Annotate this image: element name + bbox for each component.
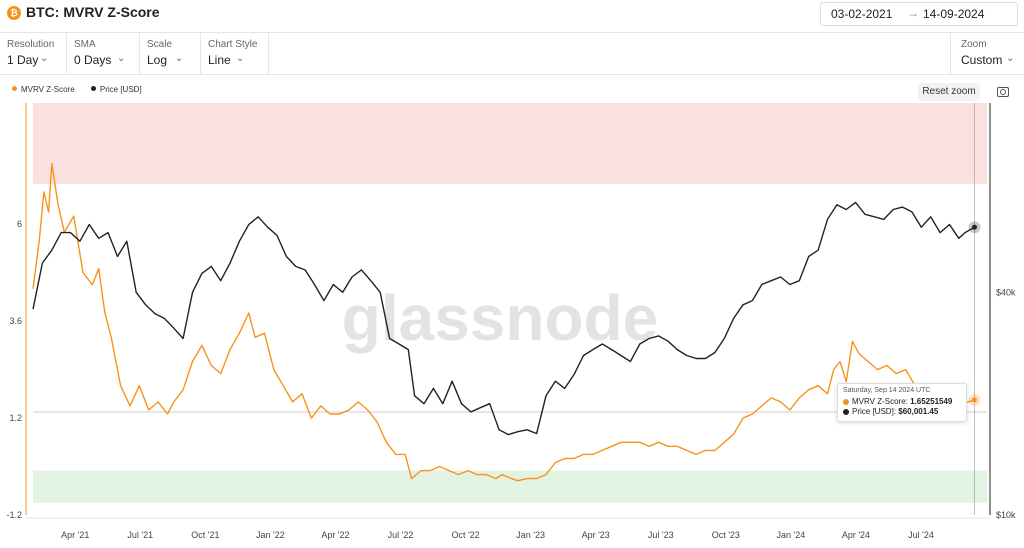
x-tick-label: Apr '22 (321, 530, 349, 540)
x-tick-label: Jul '23 (648, 530, 674, 540)
legend-dot (90, 86, 96, 91)
scale-value[interactable]: Log (147, 53, 168, 67)
tooltip-price-label: Price [USD]: (852, 407, 897, 416)
reset-zoom-button[interactable]: Reset zoom (918, 83, 980, 101)
camera-icon[interactable] (997, 87, 1009, 97)
x-tick-label: Jul '24 (908, 530, 934, 540)
chart-legend: MVRV Z-Score Price [USD] (12, 85, 156, 94)
chart-style-label: Chart Style (208, 39, 258, 50)
resolution-select[interactable]: Resolution 1 Day ⌄ (0, 33, 67, 74)
y-right-tick-label: $40k (996, 287, 1016, 297)
x-tick-label: Jul '22 (388, 530, 414, 540)
arrow-right-icon: → (907, 6, 919, 20)
overvalued-band (33, 103, 987, 184)
page-title: BTC: MVRV Z-Score (26, 4, 160, 20)
chevron-down-icon: ⌄ (236, 53, 245, 64)
sma-label: SMA (74, 39, 96, 50)
date-from[interactable]: 03-02-2021 (831, 7, 893, 21)
x-tick-label: Jul '21 (127, 530, 153, 540)
tooltip-zscore-value: 1.65251549 (910, 397, 953, 406)
tooltip-zscore-row: MVRV Z-Score: 1.65251549 (843, 397, 952, 406)
tooltip-dot (843, 409, 849, 415)
chevron-down-icon: ⌄ (117, 53, 126, 64)
tooltip-date: Saturday, Sep 14 2024 UTC (843, 387, 931, 394)
date-to[interactable]: 14-09-2024 (923, 7, 985, 21)
y-left-tick-label: 6 (17, 219, 22, 229)
undervalued-band (33, 470, 987, 503)
legend-item-price[interactable]: Price [USD] (90, 85, 142, 94)
legend-label: Price [USD] (99, 85, 142, 94)
x-tick-label: Jan '23 (516, 530, 545, 540)
series-line-price (32, 201, 975, 436)
chevron-down-icon: ⌄ (175, 53, 184, 64)
zoom-value[interactable]: Custom (961, 53, 1003, 67)
tooltip-dot (843, 399, 849, 405)
chevron-down-icon: ⌄ (40, 53, 49, 64)
chevron-down-icon: ⌄ (1006, 53, 1015, 64)
y-left-tick-label: 3.6 (9, 316, 22, 326)
x-tick-label: Jan '24 (777, 530, 806, 540)
scale-label: Scale (147, 39, 173, 50)
chart-style-select[interactable]: Chart Style Line ⌄ (201, 33, 269, 74)
watermark: glassnode (342, 282, 659, 354)
scale-select[interactable]: Scale Log ⌄ (140, 33, 201, 74)
x-tick-label: Apr '23 (582, 530, 610, 540)
x-tick-label: Oct '21 (191, 530, 219, 540)
zoom-select[interactable]: Zoom Custom ⌄ (950, 33, 1024, 74)
y-right-tick-label: $10k (996, 510, 1016, 520)
resolution-value[interactable]: 1 Day (7, 53, 39, 67)
resolution-label: Resolution (7, 39, 55, 50)
tooltip-price-value: $60,001.45 (898, 407, 939, 416)
sma-select[interactable]: SMA 0 Days ⌄ (67, 33, 140, 74)
hover-point-price (971, 224, 977, 230)
x-tick-label: Oct '23 (712, 530, 740, 540)
series-line-zscore (32, 162, 975, 482)
chart-style-value[interactable]: Line (208, 53, 231, 67)
legend-dot (12, 86, 17, 91)
tooltip-price-row: Price [USD]: $60,001.45 (843, 407, 938, 416)
x-tick-label: Apr '24 (842, 530, 870, 540)
legend-item-zscore[interactable]: MVRV Z-Score (12, 85, 75, 94)
x-tick-label: Jan '22 (256, 530, 285, 540)
bitcoin-icon: ₿ (7, 6, 21, 20)
y-left-tick-label: -1.2 (6, 510, 22, 520)
sma-value[interactable]: 0 Days (74, 53, 112, 67)
legend-label: MVRV Z-Score (21, 85, 75, 94)
title-bar: ₿ BTC: MVRV Z-Score 03-02-2021 → 14-09-2… (0, 0, 1024, 30)
x-tick-label: Oct '22 (451, 530, 479, 540)
y-left-tick-label: 1.2 (9, 413, 22, 423)
x-tick-label: Apr '21 (61, 530, 89, 540)
tooltip-zscore-label: MVRV Z-Score: (852, 397, 908, 406)
chart-tooltip: Saturday, Sep 14 2024 UTC MVRV Z-Score: … (837, 383, 967, 422)
date-range-picker[interactable]: 03-02-2021 → 14-09-2024 (820, 2, 1018, 26)
chart-controls: Resolution 1 Day ⌄ SMA 0 Days ⌄ Scale Lo… (0, 32, 1024, 75)
zoom-label: Zoom (961, 39, 987, 50)
hover-point-zscore (971, 397, 977, 403)
